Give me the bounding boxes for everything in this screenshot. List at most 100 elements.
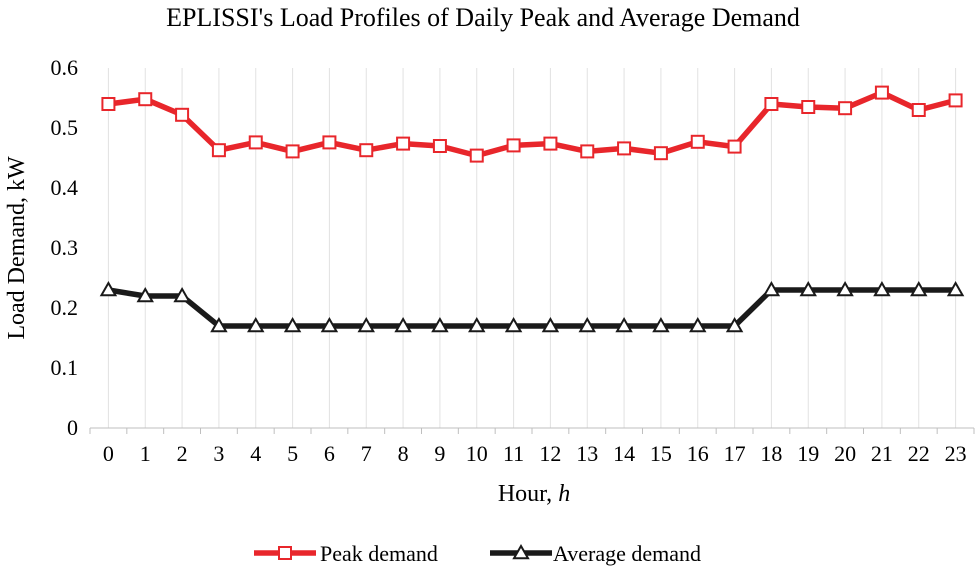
x-axis-label: Hour, h bbox=[498, 481, 570, 507]
data-point bbox=[468, 316, 486, 333]
series-line bbox=[107, 287, 956, 329]
data-point bbox=[799, 280, 817, 297]
x-tick-label: 14 bbox=[613, 441, 635, 466]
x-axis-label-text: Hour, bbox=[498, 481, 558, 507]
y-tick-label: 0 bbox=[67, 415, 78, 440]
legend-item: Peak demand bbox=[254, 541, 438, 566]
data-point bbox=[578, 316, 596, 333]
data-point bbox=[874, 85, 889, 100]
data-point bbox=[394, 316, 412, 333]
x-tick-label: 5 bbox=[287, 441, 298, 466]
data-point bbox=[838, 101, 853, 116]
data-point bbox=[801, 100, 816, 114]
x-tick-label: 7 bbox=[361, 441, 372, 466]
x-axis-label-variable: h bbox=[558, 481, 570, 507]
x-tick-label: 17 bbox=[724, 441, 746, 466]
y-tick-label: 0.2 bbox=[51, 295, 79, 320]
x-tick-label: 10 bbox=[466, 441, 488, 466]
x-tick-label: 16 bbox=[687, 441, 709, 466]
data-point bbox=[727, 139, 742, 154]
data-point bbox=[911, 103, 926, 117]
x-tick-label: 13 bbox=[576, 441, 598, 466]
data-point bbox=[948, 93, 963, 108]
x-tick-label: 11 bbox=[503, 441, 524, 466]
data-point bbox=[836, 280, 854, 297]
x-tick-label: 0 bbox=[103, 441, 114, 466]
x-tick-label: 15 bbox=[650, 441, 672, 466]
data-point bbox=[617, 141, 632, 156]
data-point bbox=[211, 143, 226, 158]
legend-label: Peak demand bbox=[320, 541, 438, 566]
data-point bbox=[873, 280, 891, 297]
y-axis: 0 0.1 0.2 0.3 0.4 0.5 0.6 bbox=[51, 55, 79, 440]
data-point bbox=[322, 135, 337, 150]
data-point bbox=[138, 92, 153, 107]
y-axis-label: Load Demand, kW bbox=[4, 156, 30, 340]
data-point bbox=[690, 134, 705, 149]
data-point bbox=[764, 97, 779, 111]
y-tick-label: 0.5 bbox=[51, 115, 79, 140]
x-tick-label: 18 bbox=[760, 441, 782, 466]
data-point bbox=[725, 316, 744, 333]
data-point bbox=[762, 280, 781, 297]
data-point bbox=[506, 138, 521, 153]
x-tick-label: 4 bbox=[250, 441, 261, 466]
x-tick-label: 1 bbox=[140, 441, 151, 466]
x-tick-label: 8 bbox=[398, 441, 409, 466]
data-point bbox=[541, 316, 560, 333]
x-tick-label: 21 bbox=[871, 441, 893, 466]
data-point bbox=[248, 135, 263, 150]
data-point bbox=[512, 543, 530, 560]
data-point bbox=[910, 280, 928, 297]
data-point bbox=[689, 316, 707, 333]
data-point bbox=[615, 316, 633, 333]
x-tick-label: 22 bbox=[908, 441, 930, 466]
data-point bbox=[320, 316, 339, 333]
data-point bbox=[99, 280, 118, 297]
data-point bbox=[283, 316, 302, 333]
series-triangle bbox=[99, 280, 965, 333]
data-point bbox=[175, 107, 190, 122]
chart-title: EPLISSI's Load Profiles of Daily Peak an… bbox=[166, 3, 800, 32]
data-point bbox=[580, 144, 595, 159]
grid-lines bbox=[107, 68, 957, 428]
data-point bbox=[504, 316, 523, 333]
series-square bbox=[101, 85, 963, 163]
x-tick-label: 6 bbox=[324, 441, 335, 466]
data-point bbox=[285, 144, 300, 159]
data-point bbox=[431, 316, 449, 333]
data-point bbox=[946, 280, 965, 297]
data-point bbox=[359, 143, 374, 158]
x-tick-label: 2 bbox=[177, 441, 188, 466]
data-point bbox=[173, 286, 191, 303]
data-point bbox=[136, 286, 154, 303]
y-tick-label: 0.6 bbox=[51, 55, 79, 80]
data-point bbox=[432, 139, 447, 153]
legend-item: Average demand bbox=[490, 541, 701, 566]
x-axis: 0 1 2 3 4 5 6 7 8 9 10 11 12 13 14 15 16 17 18 19 20 21 22 23 bbox=[89, 427, 975, 466]
data-point bbox=[278, 546, 292, 560]
data-point bbox=[653, 146, 668, 161]
data-point bbox=[543, 136, 558, 151]
data-point bbox=[357, 316, 375, 333]
y-tick-label: 0.3 bbox=[51, 235, 79, 260]
y-tick-label: 0.1 bbox=[51, 355, 79, 380]
data-point bbox=[247, 316, 265, 333]
data-point bbox=[210, 316, 228, 333]
legend-label: Average demand bbox=[553, 541, 701, 566]
legend: Peak demand Average demand bbox=[254, 541, 701, 566]
series-layer bbox=[99, 85, 965, 333]
data-point bbox=[652, 316, 670, 333]
x-tick-label: 12 bbox=[539, 441, 561, 466]
x-tick-label: 9 bbox=[434, 441, 445, 466]
x-tick-label: 19 bbox=[797, 441, 819, 466]
y-tick-label: 0.4 bbox=[51, 175, 79, 200]
data-point bbox=[396, 136, 411, 151]
x-tick-label: 3 bbox=[213, 441, 224, 466]
series-line bbox=[108, 89, 957, 159]
data-point bbox=[101, 97, 116, 111]
x-tick-label: 20 bbox=[834, 441, 856, 466]
data-point bbox=[469, 148, 484, 163]
x-tick-label: 23 bbox=[945, 441, 967, 466]
